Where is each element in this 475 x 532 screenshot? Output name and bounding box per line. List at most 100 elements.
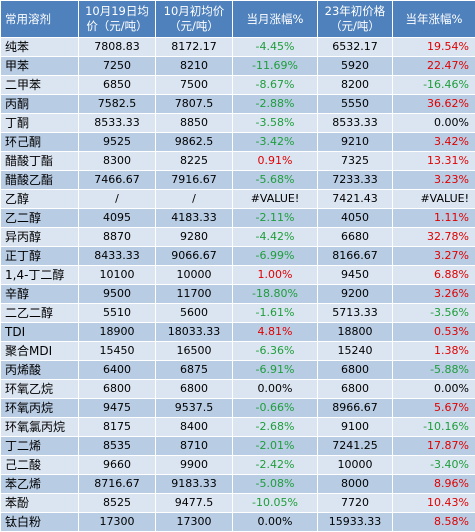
month-change-cell: -4.42% [233, 228, 318, 247]
month-change-cell: -3.42% [233, 133, 318, 152]
oct-start-price-cell: 9900 [156, 456, 233, 475]
year-change-cell: 13.31% [393, 152, 475, 171]
oct19-price-cell: 17300 [79, 513, 156, 532]
year-change-cell: -3.40% [393, 456, 475, 475]
month-change-cell: -2.88% [233, 95, 318, 114]
month-change-cell: 0.91% [233, 152, 318, 171]
year-change-cell: 0.00% [393, 114, 475, 133]
solvent-name-cell: 乙二醇 [1, 209, 79, 228]
oct19-price-cell: 7808.83 [79, 38, 156, 57]
month-change-cell: 4.81% [233, 323, 318, 342]
solvent-name-cell: 甲苯 [1, 57, 79, 76]
year-change-cell: 10.43% [393, 494, 475, 513]
oct19-price-cell: / [79, 190, 156, 209]
month-change-cell: #VALUE! [233, 190, 318, 209]
oct-start-price-cell: 10000 [156, 266, 233, 285]
year-start-price-cell: 10000 [318, 456, 393, 475]
month-change-cell: -8.67% [233, 76, 318, 95]
solvent-name-cell: 丁二烯 [1, 437, 79, 456]
month-change-cell: 0.00% [233, 380, 318, 399]
solvent-name-cell: 纯苯 [1, 38, 79, 57]
solvent-name-cell: 己二酸 [1, 456, 79, 475]
oct19-price-cell: 4095 [79, 209, 156, 228]
year-start-price-cell: 9200 [318, 285, 393, 304]
month-change-cell: -2.11% [233, 209, 318, 228]
oct19-price-cell: 8716.67 [79, 475, 156, 494]
solvent-name-cell: 丙酮 [1, 95, 79, 114]
oct-start-price-cell: 18033.33 [156, 323, 233, 342]
year-start-price-cell: 9210 [318, 133, 393, 152]
oct19-price-cell: 7466.67 [79, 171, 156, 190]
oct-start-price-cell: 16500 [156, 342, 233, 361]
year-start-price-cell: 15933.33 [318, 513, 393, 532]
oct-start-price-cell: 7916.67 [156, 171, 233, 190]
solvent-name-cell: 钛白粉 [1, 513, 79, 532]
year-change-cell: 5.67% [393, 399, 475, 418]
oct-start-price-cell: 8710 [156, 437, 233, 456]
oct19-price-cell: 8433.33 [79, 247, 156, 266]
year-start-price-cell: 8966.67 [318, 399, 393, 418]
solvent-name-cell: 聚合MDI [1, 342, 79, 361]
month-change-cell: -2.42% [233, 456, 318, 475]
solvent-name-cell: 1,4-丁二醇 [1, 266, 79, 285]
year-change-cell: 0.00% [393, 380, 475, 399]
year-start-price-cell: 6680 [318, 228, 393, 247]
year-change-cell: 22.47% [393, 57, 475, 76]
year-change-cell: 19.54% [393, 38, 475, 57]
year-start-price-cell: 4050 [318, 209, 393, 228]
year-change-cell: 6.88% [393, 266, 475, 285]
oct19-price-cell: 9525 [79, 133, 156, 152]
year-start-price-cell: 7325 [318, 152, 393, 171]
month-change-cell: -4.45% [233, 38, 318, 57]
header-year-start-price: 23年初价格（元/吨） [318, 1, 393, 38]
header-oct19-price: 10月19日均价（元/吨） [79, 1, 156, 38]
oct-start-price-cell: 4183.33 [156, 209, 233, 228]
year-start-price-cell: 8166.67 [318, 247, 393, 266]
year-start-price-cell: 8000 [318, 475, 393, 494]
year-change-cell: -10.16% [393, 418, 475, 437]
year-start-price-cell: 15240 [318, 342, 393, 361]
month-change-cell: -18.80% [233, 285, 318, 304]
oct19-price-cell: 8870 [79, 228, 156, 247]
year-change-cell: 1.38% [393, 342, 475, 361]
header-oct-start-price: 10月初均价（元/吨） [156, 1, 233, 38]
oct-start-price-cell: 8400 [156, 418, 233, 437]
year-change-cell: 36.62% [393, 95, 475, 114]
year-start-price-cell: 5713.33 [318, 304, 393, 323]
oct19-price-cell: 15450 [79, 342, 156, 361]
year-change-cell: 3.42% [393, 133, 475, 152]
month-change-cell: -2.68% [233, 418, 318, 437]
year-start-price-cell: 9450 [318, 266, 393, 285]
month-change-cell: -5.08% [233, 475, 318, 494]
year-start-price-cell: 7233.33 [318, 171, 393, 190]
oct19-price-cell: 10100 [79, 266, 156, 285]
solvent-name-cell: 二甲苯 [1, 76, 79, 95]
solvent-name-cell: 异丙醇 [1, 228, 79, 247]
oct19-price-cell: 8300 [79, 152, 156, 171]
year-change-cell: 17.87% [393, 437, 475, 456]
oct-start-price-cell: 9066.67 [156, 247, 233, 266]
solvent-name-cell: 醋酸丁酯 [1, 152, 79, 171]
oct-start-price-cell: 9280 [156, 228, 233, 247]
year-start-price-cell: 8533.33 [318, 114, 393, 133]
year-start-price-cell: 7421.43 [318, 190, 393, 209]
header-year-change: 当年涨幅% [393, 1, 475, 38]
year-change-cell: -16.46% [393, 76, 475, 95]
